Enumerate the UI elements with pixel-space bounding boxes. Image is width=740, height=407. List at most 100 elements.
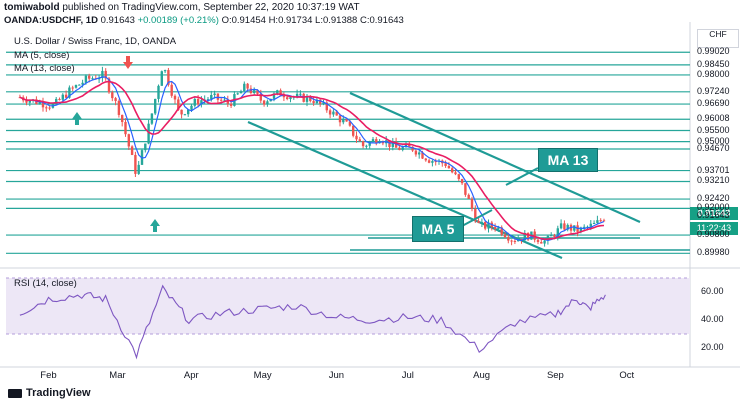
candle-body [315, 99, 319, 104]
candle-body [81, 82, 84, 85]
price-axis-tick: 0.99020 [697, 46, 730, 57]
last-price: 0.91643 [100, 15, 135, 26]
time-axis-tick: Oct [619, 370, 635, 381]
candle-body [368, 141, 371, 146]
candle-body [421, 152, 424, 159]
candle-body [507, 237, 510, 241]
candle-body [583, 226, 586, 228]
candle-body [187, 109, 190, 115]
candle-body [220, 99, 223, 101]
candle-body [262, 100, 266, 105]
candle-body [282, 95, 286, 98]
tradingview-footer[interactable]: TradingView [8, 387, 91, 399]
candle-body [25, 100, 28, 103]
candle-body [365, 145, 368, 147]
candle-body [239, 91, 243, 94]
candle-body [276, 90, 279, 94]
candle-body [246, 83, 249, 89]
ma5-annotation-pointer [461, 209, 493, 227]
price-axis-tick: 0.96008 [697, 113, 730, 124]
ohlc-values: O:0.91454 H:0.91734 L:0.91388 C:0.91643 [221, 15, 404, 26]
candle-body [272, 93, 276, 99]
candle-body [342, 119, 345, 123]
candle-body [312, 101, 315, 104]
time-axis-tick: Mar [109, 370, 126, 381]
price-axis-tick: 0.97240 [697, 85, 730, 96]
candle-body [401, 147, 404, 151]
candle-body [154, 98, 157, 114]
rsi-axis-tick: 60.00 [701, 286, 724, 296]
candle-body [253, 90, 256, 93]
sell-arrow-icon [123, 56, 133, 69]
publisher-name[interactable]: tomiwabold [4, 2, 60, 13]
candle-body [447, 165, 451, 169]
candle-body [497, 227, 500, 230]
candle-body [493, 226, 497, 230]
candle-body [451, 168, 454, 173]
price-axis-tick: 0.96690 [697, 98, 730, 109]
price-axis-tick: 0.89980 [697, 247, 730, 258]
candle-body [408, 144, 411, 147]
candle-body [513, 241, 517, 243]
ma13-legend[interactable]: MA (13, close) [14, 63, 75, 74]
rsi-legend[interactable]: RSI (14, close) [14, 278, 77, 289]
price-axis-tick: 0.94670 [697, 142, 730, 153]
candle-body [579, 227, 583, 232]
candle-body [299, 93, 302, 95]
candle-body [599, 220, 602, 222]
candle-body [305, 96, 309, 102]
footer-label: TradingView [26, 387, 91, 399]
candle-body [210, 94, 213, 100]
price-axis-tick: 0.90800 [697, 229, 730, 240]
candle-body [28, 100, 31, 103]
rsi-axis-tick: 20.00 [701, 342, 724, 352]
ma13-annotation: MA 13 [538, 148, 598, 172]
buy-arrow-icon [72, 112, 82, 125]
candle-body [137, 164, 140, 174]
candle-body [309, 96, 312, 102]
candle-body [566, 224, 569, 230]
price-axis-tick: 0.91643 [697, 210, 730, 221]
candle-body [127, 134, 130, 147]
candle-body [348, 121, 352, 126]
candle-body [88, 75, 91, 79]
candle-body [480, 222, 484, 224]
candle-body [352, 125, 355, 136]
candle-body [45, 107, 48, 109]
candle-body [335, 111, 338, 116]
candle-body [592, 223, 596, 225]
candle-body [97, 78, 101, 80]
currency-box: CHF [697, 29, 739, 48]
candle-body [216, 93, 220, 100]
candle-body [144, 143, 147, 151]
candle-body [332, 111, 335, 115]
candle-body [457, 174, 460, 180]
publisher-line: tomiwabold published on TradingView.com,… [4, 2, 360, 13]
candle-body [101, 70, 104, 79]
candle-body [345, 119, 348, 122]
candle-body [180, 109, 183, 115]
candle-body [477, 221, 480, 223]
candle-body [460, 179, 464, 184]
candle-body [444, 163, 447, 166]
ma5-legend[interactable]: MA (5, close) [14, 50, 70, 61]
ma5-line [19, 76, 605, 242]
candle-body [500, 227, 503, 235]
candle-body [134, 154, 137, 174]
candle-body [256, 90, 259, 94]
candle-body [589, 223, 592, 227]
candle-body [48, 107, 51, 109]
price-axis-tick: 0.95000 [697, 135, 730, 146]
candle-body [196, 98, 200, 105]
candle-body [104, 70, 107, 79]
candle-body [520, 238, 523, 241]
rsi-band [6, 278, 690, 334]
candle-body [167, 70, 170, 85]
candle-body [170, 84, 173, 96]
candle-body [91, 78, 94, 80]
candle-body [550, 235, 553, 237]
candle-body [427, 160, 431, 163]
candle-body [117, 100, 121, 115]
candle-body [328, 110, 332, 115]
